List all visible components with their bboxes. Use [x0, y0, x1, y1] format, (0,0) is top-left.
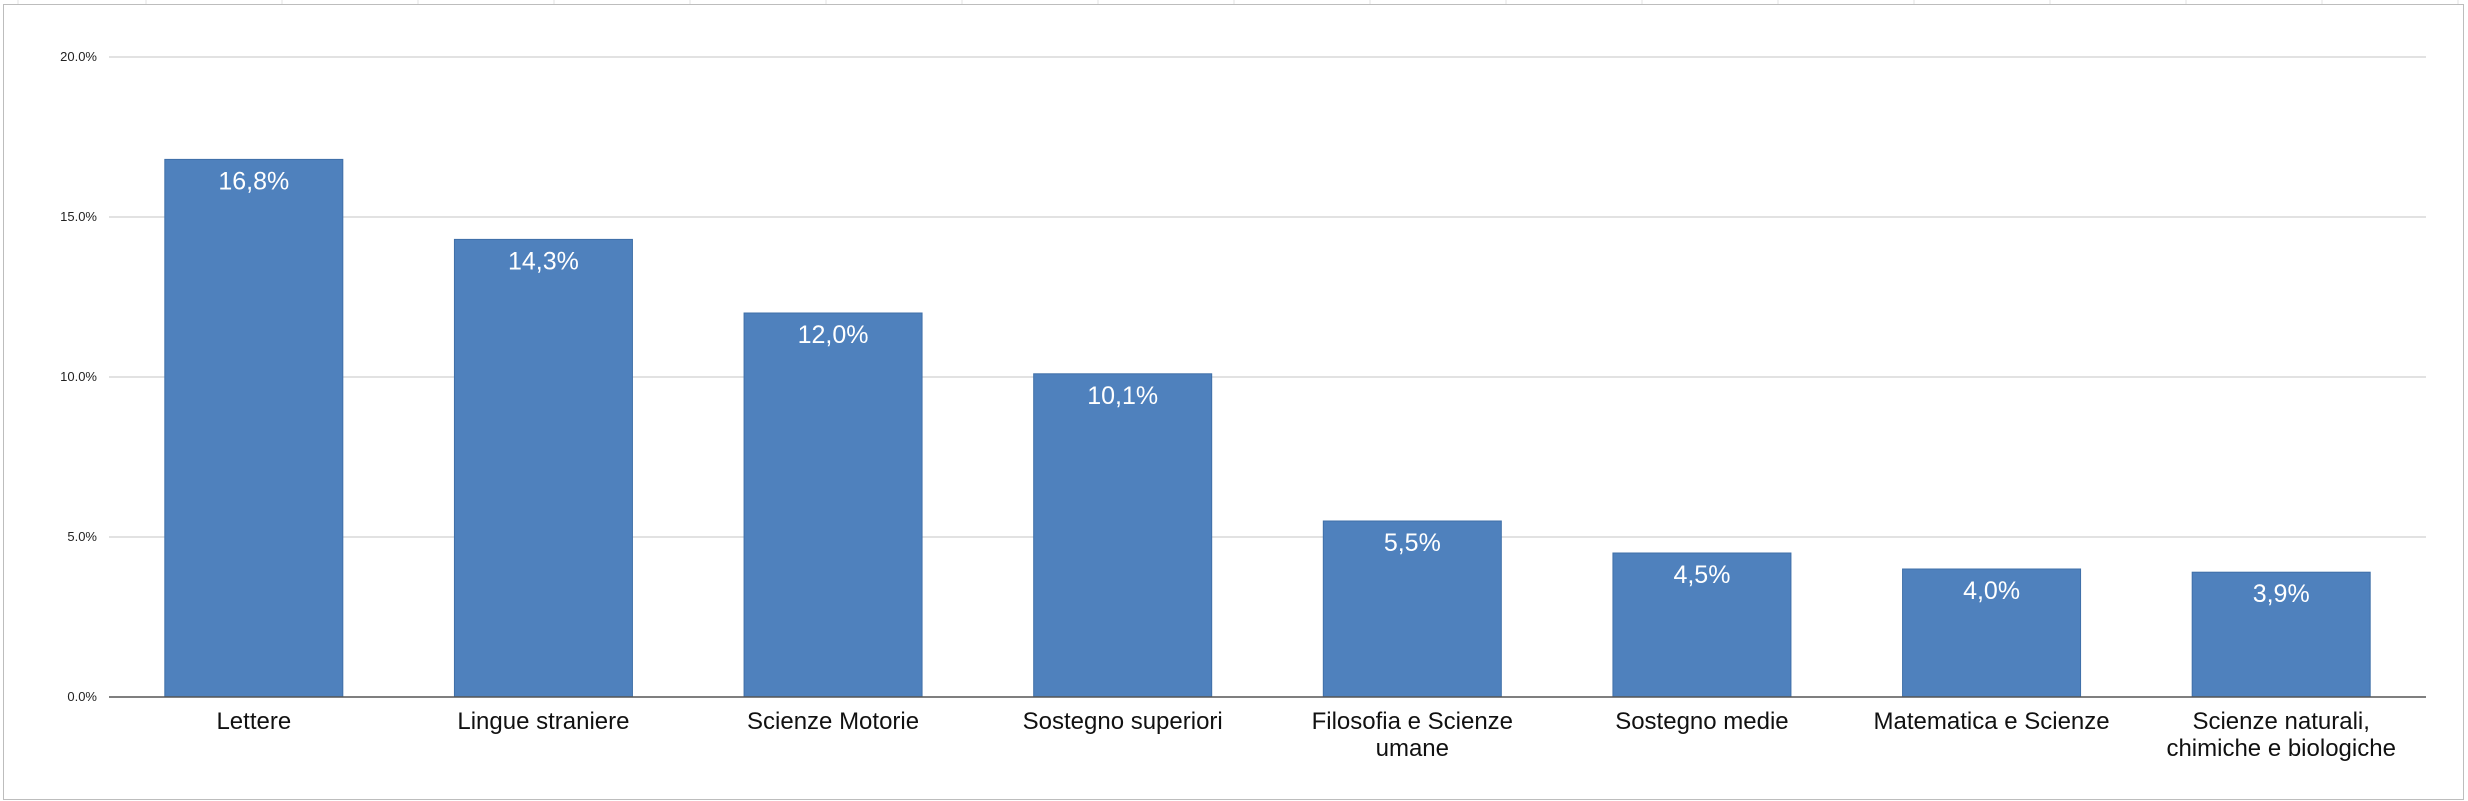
x-axis-category-labels: Lettere Lingue straniere Scienze Motorie So…	[216, 708, 2395, 762]
x-tick-label-line: Sostegno medie	[1615, 708, 1788, 735]
bar[interactable]	[2191, 571, 2371, 698]
data-label: 14,3%	[508, 247, 579, 275]
data-label: 3,9%	[2253, 580, 2310, 608]
bar[interactable]	[1612, 552, 1792, 698]
data-label: 12,0%	[798, 321, 869, 349]
x-tick-label: Scienze Motorie	[747, 708, 919, 735]
bar[interactable]	[453, 238, 633, 698]
x-tick-label-line: Filosofia e Scienze	[1312, 708, 1513, 735]
data-label: 4,0%	[1963, 577, 2020, 605]
data-label: 16,8%	[218, 167, 289, 195]
bar[interactable]	[1033, 373, 1213, 698]
x-tick-label-line: Matematica e Scienze	[1874, 708, 2110, 735]
data-label: 5,5%	[1384, 529, 1441, 557]
x-tick-label-line: Scienze Motorie	[747, 708, 919, 735]
x-tick-label-line: Sostegno superiori	[1023, 708, 1223, 735]
chart-container[interactable]: 0.0% 5.0% 10.0% 15.0% 20.0% 16,8% 14,3% 12,0% 1…	[3, 4, 2464, 800]
bars	[164, 158, 2371, 698]
x-tick-label-line: Lingue straniere	[457, 708, 629, 735]
x-tick-label: Filosofia e Scienze umane	[1312, 708, 1513, 762]
bar[interactable]	[164, 158, 344, 698]
y-tick-label: 5.0%	[67, 529, 97, 544]
bar-chart: 0.0%5.0%10.0%15.0%20.0% 16,8%14,3%12,0%1…	[60, 49, 2426, 762]
bar[interactable]	[1902, 568, 2082, 698]
data-label: 10,1%	[1087, 382, 1158, 410]
bar[interactable]	[1322, 520, 1502, 698]
x-tick-label: Sostegno medie	[1615, 708, 1788, 735]
x-tick-label: Lingue straniere	[457, 708, 629, 735]
x-tick-label: Scienze naturali, chimiche e biologiche	[2166, 708, 2395, 762]
data-label: 4,5%	[1673, 561, 1730, 589]
y-tick-label: 0.0%	[67, 689, 97, 704]
y-tick-label: 15.0%	[60, 209, 97, 224]
y-tick-label: 20.0%	[60, 49, 97, 64]
x-tick-label-line: Lettere	[216, 708, 291, 735]
x-tick-label: Sostegno superiori	[1023, 708, 1223, 735]
x-tick-label: Lettere	[216, 708, 291, 735]
y-axis-tick-labels: 0.0% 5.0% 10.0% 15.0% 20.0%	[60, 49, 97, 704]
data-labels: 16,8% 14,3% 12,0% 10,1% 5,5% 4,5% 4,0% 3,9%	[218, 167, 2309, 608]
x-tick-label-line: chimiche e biologiche	[2166, 735, 2395, 762]
bar[interactable]	[743, 312, 923, 698]
x-tick-label: Matematica e Scienze	[1874, 708, 2110, 735]
y-tick-label: 10.0%	[60, 369, 97, 384]
x-tick-label-line: Scienze naturali,	[2192, 708, 2369, 735]
x-tick-label-line: umane	[1376, 735, 1449, 762]
